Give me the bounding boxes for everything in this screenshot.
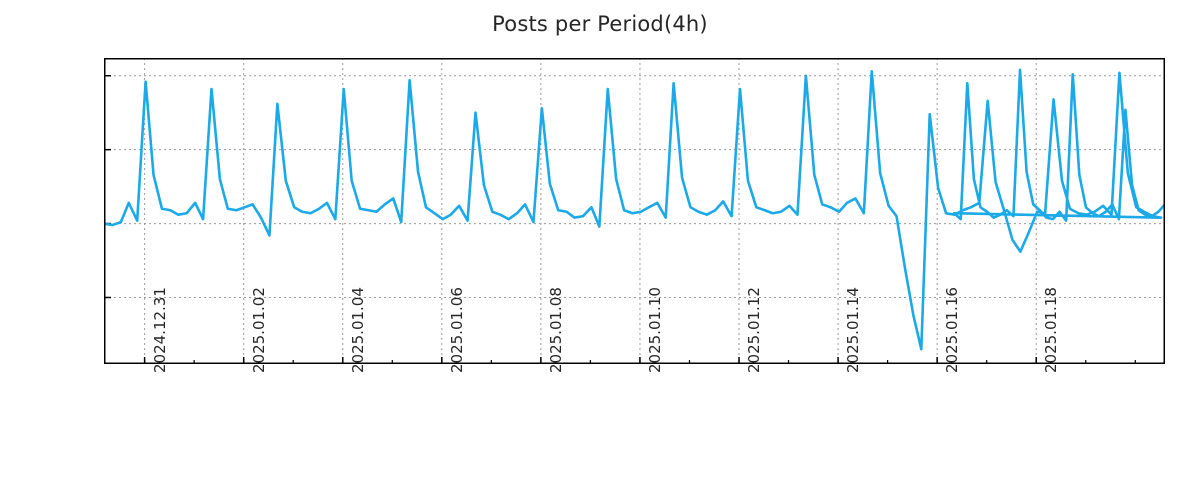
plot-frame [104, 58, 1165, 364]
plot-area [104, 58, 1165, 364]
chart-title: Posts per Period(4h) [492, 12, 708, 36]
plot-svg [104, 58, 1165, 364]
y-gridlines [104, 75, 1165, 298]
data-series-line [104, 68, 1165, 351]
